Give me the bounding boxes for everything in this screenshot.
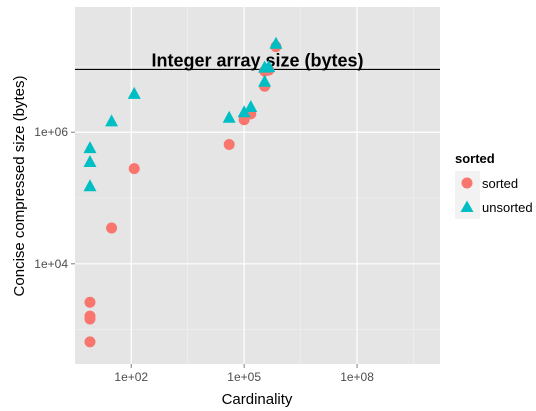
- legend: sorted sorted unsorted: [455, 151, 533, 219]
- x-tick-label: 1e+08: [340, 370, 374, 384]
- point-unsorted: [269, 36, 283, 49]
- legend-title: sorted: [455, 151, 495, 166]
- y-axis-title: Concise compressed size (bytes): [11, 76, 28, 297]
- point-unsorted: [83, 155, 97, 168]
- y-axis-ticks: 1e+04 1e+06: [34, 125, 75, 271]
- x-axis-title: Cardinality: [222, 391, 293, 408]
- point-unsorted: [222, 110, 236, 123]
- x-tick-label: 1e+02: [114, 370, 148, 384]
- legend-sorted-marker: [461, 177, 473, 189]
- x-tick-label: 1e+05: [227, 370, 261, 384]
- minor-grid: [75, 7, 440, 364]
- reference-line-group: Integer array size (bytes): [75, 50, 440, 70]
- point-unsorted: [237, 105, 251, 118]
- legend-unsorted-marker: [460, 200, 474, 212]
- point-unsorted: [127, 86, 141, 99]
- point-sorted: [84, 296, 96, 308]
- point-sorted: [84, 336, 96, 348]
- point-sorted: [128, 163, 140, 175]
- integer-array-size-label: Integer array size (bytes): [151, 50, 363, 70]
- point-sorted: [84, 313, 96, 325]
- point-unsorted: [258, 74, 272, 87]
- x-axis-ticks: 1e+02 1e+05 1e+08: [114, 364, 374, 384]
- legend-unsorted-label: unsorted: [482, 200, 533, 215]
- point-unsorted: [83, 141, 97, 154]
- point-unsorted: [262, 60, 276, 73]
- y-tick-label: 1e+06: [34, 125, 68, 139]
- point-sorted: [223, 139, 235, 151]
- y-tick-label: 1e+04: [34, 257, 68, 271]
- legend-sorted-label: sorted: [482, 176, 518, 191]
- point-unsorted: [244, 99, 258, 112]
- major-grid: [75, 7, 440, 364]
- point-unsorted: [83, 179, 97, 192]
- point-unsorted: [105, 114, 119, 127]
- data-points: [83, 36, 283, 348]
- point-sorted: [106, 222, 118, 234]
